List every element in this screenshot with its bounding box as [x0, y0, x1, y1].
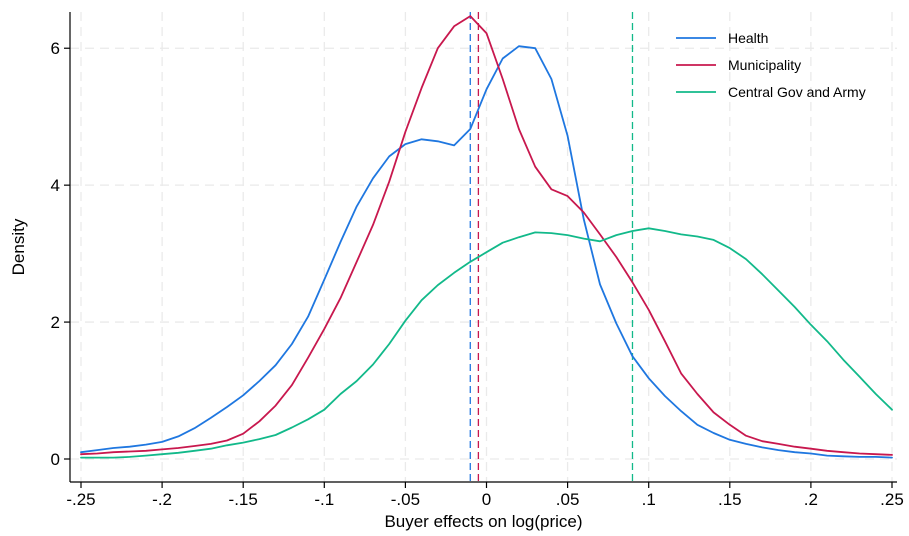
- x-tick-label: .15: [718, 490, 742, 509]
- y-tick-label: 0: [51, 450, 60, 469]
- x-tick-label: .1: [642, 490, 656, 509]
- x-tick-label: .25: [880, 490, 904, 509]
- legend-label-health: Health: [728, 30, 768, 46]
- tick-labels: -.25 -.2 -.15 -.1 -.05 0 .05 .1 .15 .2 .25 0 2 4 6: [51, 39, 904, 509]
- x-tick-label: -.2: [152, 490, 172, 509]
- x-tick-label: -.15: [229, 490, 258, 509]
- y-tick-label: 4: [51, 176, 60, 195]
- axes: [69, 12, 897, 483]
- y-axis-title: Density: [9, 218, 28, 275]
- series-lines: [80, 15, 893, 459]
- x-tick-label: .05: [556, 490, 580, 509]
- legend: Health Municipality Central Gov and Army: [676, 30, 866, 100]
- mean-lines: [469, 12, 634, 482]
- series-line-municipality: [80, 15, 893, 456]
- x-tick-label: -.1: [314, 490, 334, 509]
- y-tick-label: 2: [51, 313, 60, 332]
- series-line-central-gov-and-army: [80, 227, 893, 459]
- x-tick-label: .2: [804, 490, 818, 509]
- series-line-health: [80, 45, 893, 459]
- x-tick-label: -.05: [391, 490, 420, 509]
- x-axis-title: Buyer effects on log(price): [384, 512, 582, 531]
- legend-label-municipality: Municipality: [728, 57, 801, 73]
- grid-lines: [70, 12, 897, 482]
- x-tick-label: 0: [482, 490, 491, 509]
- y-tick-label: 6: [51, 39, 60, 58]
- x-tick-label: -.25: [66, 490, 95, 509]
- legend-label-central-gov-and-army: Central Gov and Army: [728, 84, 866, 100]
